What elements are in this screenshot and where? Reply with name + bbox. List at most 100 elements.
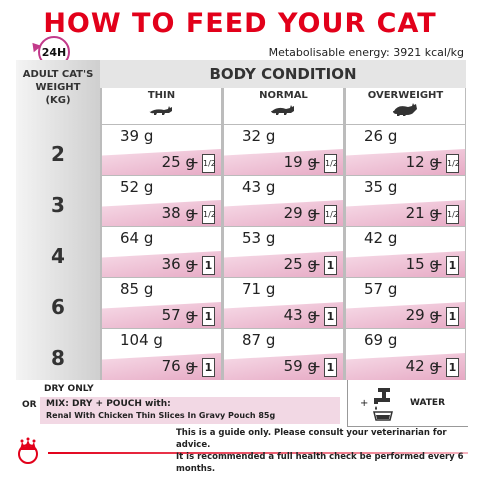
plus-sign: +: [431, 206, 443, 222]
feeding-cell: 52 g 38 g +1/2: [102, 175, 221, 227]
dry-amount: 71 g: [242, 280, 276, 298]
plus-sign: +: [309, 257, 321, 273]
pouch-icon: 1: [202, 256, 215, 275]
plus-sign: +: [431, 155, 443, 171]
pouch-icon: 1/2: [446, 154, 460, 173]
feeding-cell: 35 g 21 g +1/2: [346, 175, 465, 227]
feeding-cell: 26 g 12 g +1/2: [346, 124, 465, 176]
water-tap-icon: [373, 388, 393, 421]
brand-divider: [48, 452, 468, 454]
dry-amount: 32 g: [242, 127, 276, 145]
mix-amount: 25 g: [161, 153, 195, 171]
column-label: THIN: [147, 90, 176, 101]
mix-amount: 21 g: [405, 204, 439, 222]
water-plus-sign: +: [360, 398, 369, 409]
dry-amount: 69 g: [364, 331, 398, 349]
pouch-icon: 1: [202, 358, 215, 377]
plus-sign: +: [309, 155, 321, 171]
pouch-icon: 1/2: [202, 205, 216, 224]
water-label: WATER: [410, 398, 446, 408]
dry-amount: 104 g: [120, 331, 163, 349]
plus-sign: +: [309, 206, 321, 222]
legend-mix: MIX: DRY + POUCH with: Renal With Chicke…: [40, 397, 340, 424]
pouch-icon: 1/2: [324, 154, 338, 173]
weight-column: ADULT CAT'S WEIGHT (KG) 2 3 4 6 8: [16, 60, 100, 380]
dry-amount: 26 g: [364, 127, 398, 145]
feeding-cell: 104 g 76 g +1: [102, 328, 221, 380]
pouch-icon: 1: [446, 256, 459, 275]
column-header-overweight: OVERWEIGHT: [346, 88, 465, 122]
feeding-cell: 39 g 25 g +1/2: [102, 124, 221, 176]
weight-value: 8: [51, 346, 65, 370]
pouch-icon: 1/2: [202, 154, 216, 173]
mix-amount: 59 g: [283, 357, 317, 375]
feeding-cell: 42 g 15 g +1: [346, 226, 465, 278]
weight-value: 4: [51, 244, 65, 268]
dry-amount: 43 g: [242, 178, 276, 196]
pouch-icon: 1: [446, 358, 459, 377]
weight-header-line: ADULT CAT'S: [22, 69, 94, 80]
plus-sign: +: [431, 257, 443, 273]
guide-line: It is recommended a full health check be…: [176, 452, 464, 474]
mix-amount: 38 g: [161, 204, 195, 222]
dry-amount: 53 g: [242, 229, 276, 247]
mix-amount: 15 g: [405, 255, 439, 273]
plus-sign: +: [187, 308, 199, 324]
feeding-cell: 57 g 29 g +1: [346, 277, 465, 329]
plus-sign: +: [187, 257, 199, 273]
page-title: HOW TO FEED YOUR CAT: [43, 8, 437, 39]
clock-label: 24H: [41, 45, 67, 59]
feeding-table: ADULT CAT'S WEIGHT (KG) 2 3 4 6 8 BODY C…: [16, 60, 466, 380]
pouch-icon: 1/2: [446, 205, 460, 224]
pouch-icon: 1/2: [324, 205, 338, 224]
pouch-icon: 1: [324, 307, 337, 326]
mix-amount: 57 g: [161, 306, 195, 324]
feeding-cell: 69 g 42 g +1: [346, 328, 465, 380]
pouch-icon: 1: [202, 307, 215, 326]
dry-amount: 64 g: [120, 229, 154, 247]
column-header-thin: THIN: [102, 88, 221, 122]
overweight-cat-icon: [392, 103, 417, 116]
legend-mix-line2: Renal With Chicken Thin Slices In Gravy …: [46, 411, 276, 420]
dry-amount: 85 g: [120, 280, 154, 298]
column-label: OVERWEIGHT: [367, 90, 444, 101]
feeding-cell: 85 g 57 g +1: [102, 277, 221, 329]
plus-sign: +: [431, 308, 443, 324]
column-overweight: OVERWEIGHT 26 g 12 g +1/2 35 g 21 g +1/2 42 …: [346, 88, 465, 380]
plus-sign: +: [187, 206, 199, 222]
mix-amount: 29 g: [405, 306, 439, 324]
dry-amount: 42 g: [364, 229, 398, 247]
legend-or: OR: [22, 400, 37, 410]
pouch-icon: 1: [324, 358, 337, 377]
water-legend: + WATER: [347, 380, 468, 427]
guide-note: This is a guide only. Please consult you…: [176, 427, 480, 475]
metabolisable-energy: Metabolisable energy: 3921 kcal/kg: [268, 46, 464, 59]
column-normal: NORMAL 32 g 19 g +1/2 43 g 29 g +1/2 53 g 25 …: [224, 88, 343, 380]
mix-amount: 36 g: [161, 255, 195, 273]
mix-amount: 43 g: [283, 306, 317, 324]
plus-sign: +: [431, 359, 443, 375]
mix-amount: 12 g: [405, 153, 439, 171]
dry-amount: 57 g: [364, 280, 398, 298]
column-label: NORMAL: [259, 90, 308, 101]
mix-amount: 25 g: [283, 255, 317, 273]
feeding-cell: 71 g 43 g +1: [224, 277, 343, 329]
thin-cat-icon: [148, 106, 172, 115]
plus-sign: +: [187, 155, 199, 171]
dry-amount: 87 g: [242, 331, 276, 349]
plus-sign: +: [309, 308, 321, 324]
royal-canin-crown-logo: [18, 437, 38, 464]
mix-amount: 42 g: [405, 357, 439, 375]
feeding-cell: 43 g 29 g +1/2: [224, 175, 343, 227]
dry-amount: 52 g: [120, 178, 154, 196]
mix-amount: 19 g: [283, 153, 317, 171]
guide-line: This is a guide only. Please consult you…: [176, 428, 447, 450]
normal-cat-icon: [270, 105, 294, 115]
column-thin: THIN 39 g 25 g +1/2 52 g 38 g +1/2 64 g 36 g +…: [102, 88, 221, 380]
feeding-cell: 64 g 36 g +1: [102, 226, 221, 278]
legend-dry-only: DRY ONLY: [44, 384, 94, 394]
weight-value: 3: [51, 193, 65, 217]
mix-amount: 76 g: [161, 357, 195, 375]
weight-header-line: WEIGHT: [35, 82, 81, 93]
dry-amount: 39 g: [120, 127, 154, 145]
